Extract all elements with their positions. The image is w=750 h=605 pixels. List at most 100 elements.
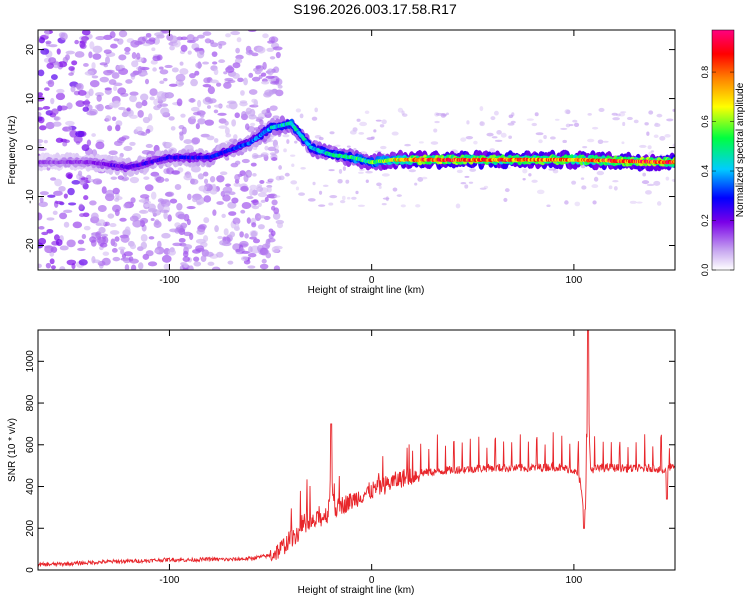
noise-speckle <box>203 178 209 185</box>
noise-speckle <box>574 201 581 207</box>
noise-speckle <box>249 122 256 127</box>
noise-speckle <box>572 119 578 123</box>
noise-speckle <box>203 77 211 84</box>
noise-speckle <box>259 180 265 184</box>
noise-speckle <box>45 121 55 130</box>
noise-speckle <box>203 195 212 203</box>
noise-speckle <box>573 122 580 127</box>
noise-speckle <box>562 139 567 144</box>
noise-speckle <box>113 38 120 42</box>
noise-speckle <box>71 60 78 66</box>
noise-speckle <box>112 256 121 262</box>
noise-speckle <box>193 261 202 267</box>
noise-speckle <box>307 198 316 202</box>
noise-speckle <box>55 92 66 101</box>
noise-speckle <box>211 51 218 57</box>
noise-speckle <box>158 66 164 70</box>
noise-speckle <box>179 133 184 141</box>
noise-speckle <box>96 94 102 102</box>
noise-speckle <box>129 258 139 264</box>
noise-speckle <box>271 246 280 253</box>
snr-frame <box>37 329 676 571</box>
noise-speckle <box>229 231 236 238</box>
noise-speckle <box>548 168 556 171</box>
noise-speckle <box>235 47 240 54</box>
noise-speckle <box>223 228 229 236</box>
snr-ylabel: SNR (10 * v/v) <box>7 418 18 482</box>
noise-speckle <box>373 129 377 133</box>
noise-speckle <box>118 30 128 38</box>
noise-speckle <box>666 118 674 122</box>
noise-speckle <box>50 177 57 181</box>
noise-speckle <box>290 154 296 157</box>
noise-speckle <box>366 137 375 141</box>
noise-speckle <box>433 128 438 133</box>
noise-speckle <box>129 176 140 184</box>
noise-speckle <box>53 116 61 121</box>
noise-speckle <box>38 143 42 147</box>
noise-speckle <box>106 69 115 74</box>
noise-speckle <box>299 113 304 119</box>
noise-speckle <box>633 119 639 124</box>
noise-speckle <box>221 213 226 218</box>
noise-speckle <box>522 178 526 181</box>
noise-speckle <box>38 201 48 208</box>
noise-speckle <box>46 217 55 221</box>
noise-speckle <box>180 44 188 52</box>
noise-speckle <box>639 144 647 148</box>
colorbar-tick-label: 0.4 <box>700 165 710 178</box>
noise-speckle <box>91 75 99 79</box>
noise-speckle <box>137 36 147 45</box>
noise-speckle <box>169 35 178 44</box>
noise-speckle <box>132 219 143 228</box>
noise-speckle <box>197 99 202 108</box>
noise-speckle <box>202 31 212 36</box>
noise-speckle <box>91 212 99 221</box>
noise-speckle <box>83 225 91 231</box>
noise-speckle <box>193 47 204 52</box>
noise-speckle <box>169 228 179 233</box>
noise-speckle <box>113 85 118 92</box>
noise-speckle <box>240 90 245 96</box>
noise-speckle <box>611 112 618 116</box>
noise-speckle <box>183 139 193 145</box>
noise-speckle <box>125 79 133 84</box>
noise-speckle <box>213 104 223 108</box>
noise-speckle <box>196 201 202 206</box>
noise-speckle <box>118 106 126 111</box>
noise-speckle <box>130 40 140 48</box>
noise-speckle <box>378 185 382 190</box>
noise-speckle <box>508 135 512 139</box>
noise-speckle <box>167 249 177 256</box>
snr-marks <box>38 330 675 568</box>
noise-speckle <box>434 120 440 124</box>
noise-speckle <box>66 239 76 248</box>
noise-speckle <box>233 134 238 140</box>
noise-speckle <box>156 240 162 249</box>
noise-speckle <box>365 179 369 183</box>
noise-speckle <box>183 174 193 181</box>
noise-speckle <box>149 88 158 96</box>
noise-speckle <box>375 119 382 122</box>
noise-speckle <box>328 169 335 172</box>
noise-speckle <box>91 133 96 137</box>
noise-speckle <box>234 222 240 230</box>
noise-speckle <box>108 102 116 108</box>
noise-speckle <box>268 228 274 233</box>
noise-speckle <box>52 121 62 127</box>
noise-speckle <box>45 262 52 269</box>
noise-speckle <box>496 130 502 135</box>
noise-speckle <box>659 135 666 141</box>
noise-speckle <box>109 31 116 39</box>
noise-speckle <box>45 40 52 45</box>
noise-speckle <box>89 236 97 243</box>
noise-speckle <box>138 199 148 203</box>
noise-speckle <box>197 173 204 180</box>
noise-speckle <box>241 158 250 164</box>
noise-speckle <box>78 259 88 266</box>
noise-speckle <box>123 251 133 257</box>
noise-speckle <box>124 46 131 53</box>
noise-speckle <box>246 217 251 224</box>
noise-speckle <box>202 171 209 177</box>
noise-speckle <box>479 187 487 190</box>
